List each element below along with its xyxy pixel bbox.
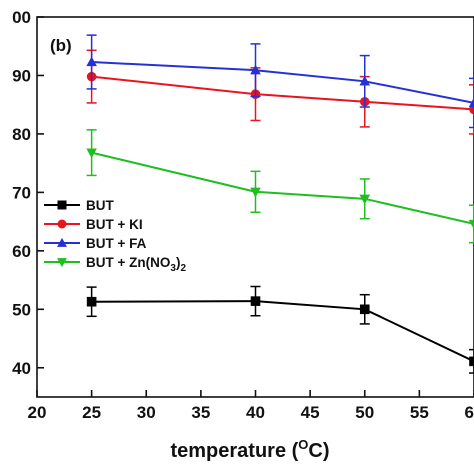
series-layer — [86, 34, 474, 374]
x-tick-label: 40 — [246, 403, 265, 422]
legend-item: BUT + FA — [44, 236, 147, 251]
data-point — [359, 194, 371, 205]
x-tick-label: 30 — [137, 403, 156, 422]
data-point — [57, 258, 67, 268]
y-tick-label: 80 — [12, 125, 31, 144]
series-but-zn-no3-2 — [86, 129, 474, 244]
x-tick-label: 35 — [191, 403, 210, 422]
legend-subscript: 3 — [170, 263, 176, 274]
data-point — [468, 97, 474, 108]
x-tick-label: 45 — [301, 403, 320, 422]
x-tick-label: 20 — [28, 403, 47, 422]
data-point — [250, 296, 261, 306]
legend-label: BUT + KI — [86, 217, 143, 232]
data-point — [57, 219, 67, 229]
series-line — [91, 61, 474, 104]
y-tick-label: 90 — [12, 66, 31, 85]
legend-subscript: 2 — [180, 263, 186, 274]
legend-item: BUT + Zn(NO3)2 — [44, 255, 186, 274]
series-line — [91, 151, 474, 225]
y-tick-label: 40 — [12, 359, 31, 378]
data-point — [359, 75, 371, 86]
legend-label: BUT — [86, 198, 114, 213]
data-point — [57, 237, 67, 247]
series-line — [91, 75, 474, 111]
data-point — [468, 219, 474, 230]
x-tick-label: 50 — [355, 403, 374, 422]
data-point — [250, 187, 261, 198]
legend-label: BUT + Zn(NO3)2 — [86, 255, 186, 274]
y-tick-label: 60 — [12, 242, 31, 261]
legend: BUT BUT + KI BUT + FA BUT + Zn(NO3)2 — [44, 198, 186, 274]
y-tick-label: 00 — [12, 8, 31, 27]
x-tick-label: 25 — [82, 403, 101, 422]
x-axis-title-tail: C) — [308, 440, 329, 462]
legend-label-part: BUT + Zn(NO — [86, 255, 170, 270]
x-axis-title-sup: O — [298, 437, 308, 452]
x-tick-label: 60 — [465, 403, 474, 422]
axis-ticks: 20 25 30 35 40 45 50 55 60 40 50 60 70 80 90 00 — [12, 8, 474, 422]
data-point — [250, 64, 261, 75]
legend-item: BUT — [44, 198, 114, 213]
x-axis-title: temperature (OC) — [170, 437, 329, 462]
panel-label: (b) — [50, 36, 72, 55]
series-but-fa — [86, 34, 474, 129]
data-point — [86, 56, 97, 67]
y-tick-label: 50 — [12, 300, 31, 319]
x-tick-label: 55 — [410, 403, 429, 422]
data-point — [359, 304, 370, 315]
legend-label: BUT + FA — [86, 236, 147, 251]
data-point — [57, 200, 67, 210]
data-point — [86, 148, 97, 159]
series-but — [86, 285, 474, 374]
legend-item: BUT + KI — [44, 217, 143, 232]
y-tick-label: 70 — [12, 183, 31, 202]
series-line — [91, 300, 474, 363]
data-point — [86, 296, 97, 307]
data-point — [469, 356, 474, 367]
x-axis-title-main: temperature ( — [170, 440, 298, 462]
legend-label-part: ) — [176, 255, 181, 270]
